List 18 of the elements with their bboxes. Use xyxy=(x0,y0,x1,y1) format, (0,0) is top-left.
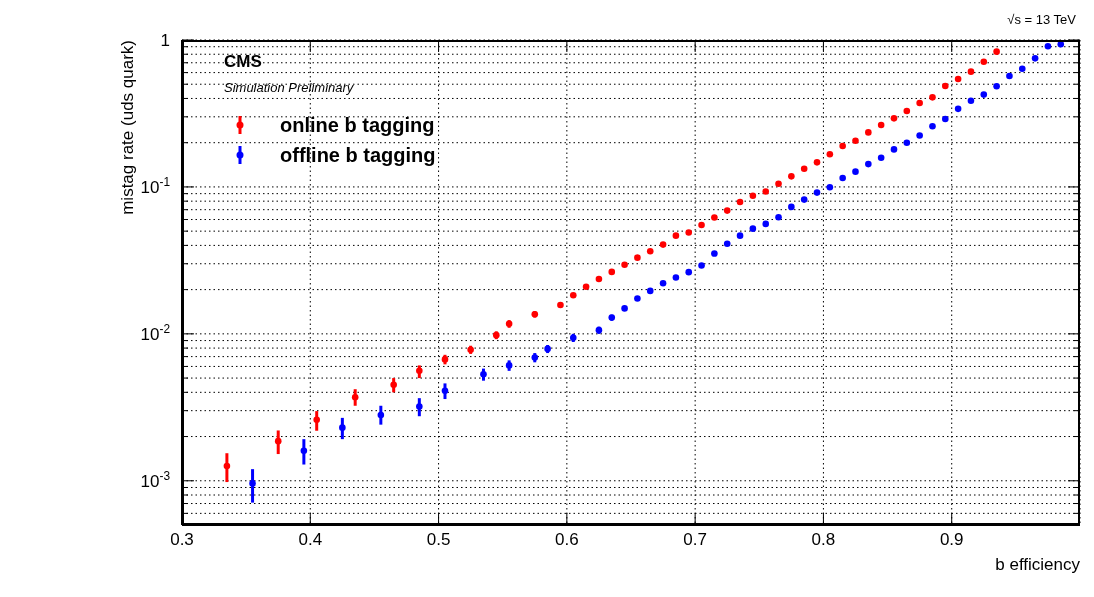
x-tick-label: 0.6 xyxy=(555,530,579,549)
y-axis-title: mistag rate (uds quark) xyxy=(118,40,138,215)
x-tick-label: 0.9 xyxy=(939,530,964,549)
y-tick-label: 1 xyxy=(160,31,170,50)
annotation: Simulation Preliminary xyxy=(224,80,354,95)
x-tick-label: 0.5 xyxy=(426,530,451,549)
x-tick-label: 0.4 xyxy=(298,530,323,549)
y-tick-label: 10$^{-1}$ xyxy=(140,174,171,197)
x-axis-title: b efficiency xyxy=(995,555,1080,575)
annotation: CMS xyxy=(224,52,262,72)
y-tick-label: 10$^{-3}$ xyxy=(140,468,171,491)
text: √s = 13 TeV xyxy=(1007,12,1076,27)
legend-label: offline b tagging xyxy=(280,143,436,167)
legend-label: online b tagging xyxy=(280,113,435,137)
y-tick-label: 10$^{-2}$ xyxy=(140,321,171,344)
x-tick-label: 0.7 xyxy=(683,530,707,549)
x-tick-label: 0.3 xyxy=(170,530,194,549)
x-tick-label: 0.8 xyxy=(811,530,836,549)
